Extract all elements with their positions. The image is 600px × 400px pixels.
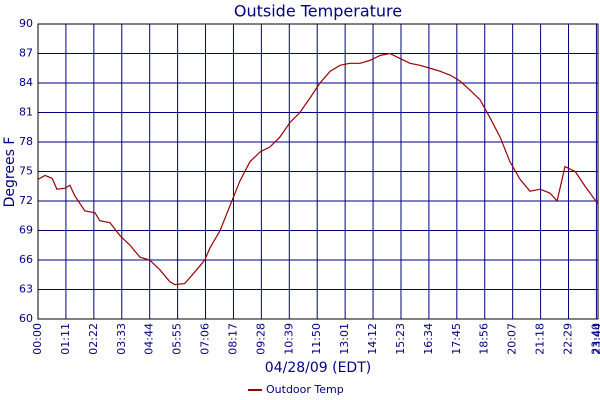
x-tick-label: 08:17 [226, 323, 239, 355]
x-axis-label: 04/28/09 (EDT) [265, 360, 371, 376]
plot-border [37, 23, 599, 320]
y-tick-label: 75 [19, 165, 33, 178]
legend-label: Outdoor Temp [266, 383, 344, 396]
x-tick-label: 09:28 [254, 323, 267, 355]
y-tick-label: 66 [19, 253, 33, 266]
x-tick-label: 01:11 [59, 323, 72, 355]
y-tick-label: 84 [19, 76, 33, 89]
x-tick-label: 23:40 [589, 323, 600, 355]
x-tick-label: 14:12 [366, 323, 379, 355]
y-tick-label: 72 [19, 194, 33, 207]
x-tick-label: 13:01 [338, 323, 351, 355]
x-tick-label: 11:50 [310, 323, 323, 355]
y-axis-label: Degrees F [2, 137, 18, 208]
series-line [37, 52, 599, 286]
x-tick-label: 17:45 [450, 323, 463, 355]
chart-title: Outside Temperature [234, 2, 402, 21]
y-tick-label: 63 [19, 283, 33, 296]
x-tick-label: 23:44 [591, 323, 600, 355]
x-tick-label: 16:34 [422, 323, 435, 355]
x-tick-label: 05:55 [171, 323, 184, 355]
x-tick-label: 04:44 [143, 323, 156, 355]
x-tick-label: 07:06 [199, 323, 212, 355]
x-tick-label: 20:07 [506, 323, 519, 355]
x-tick-label: 03:33 [115, 323, 128, 355]
y-tick-label: 81 [19, 106, 33, 119]
x-tick-label: 02:22 [87, 323, 100, 355]
x-tick-label: 22:29 [562, 323, 575, 355]
x-tick-label: 18:56 [478, 323, 491, 355]
y-tick-label: 90 [19, 17, 33, 30]
y-tick-label: 87 [19, 47, 33, 60]
x-tick-label: 10:39 [282, 323, 295, 355]
y-tick-label: 60 [19, 312, 33, 325]
x-tick-label: 15:23 [394, 323, 407, 355]
y-tick-label: 78 [19, 135, 33, 148]
y-tick-label: 69 [19, 224, 33, 237]
x-tick-label: 00:00 [31, 323, 44, 355]
x-tick-label: 21:18 [534, 323, 547, 355]
